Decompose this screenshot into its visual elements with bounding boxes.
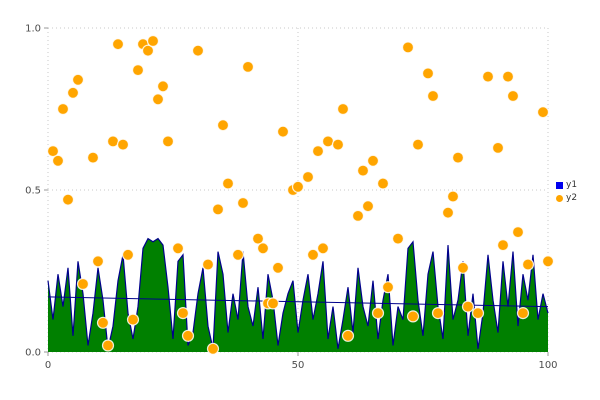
y2-point — [176, 307, 190, 320]
y2-point — [131, 63, 145, 77]
y2-point — [86, 151, 100, 164]
y2-point — [276, 125, 290, 138]
y2-point — [491, 141, 505, 154]
y2-point — [256, 242, 270, 255]
x-tick-label: 50 — [292, 360, 305, 371]
y2-point — [126, 313, 140, 326]
y2-point — [171, 242, 185, 255]
y2-point — [376, 177, 390, 190]
y-tick-label: 0.5 — [25, 186, 41, 197]
y2-point — [421, 67, 435, 80]
y1-line — [47, 237, 549, 349]
legend: y1 y2 — [556, 180, 577, 204]
y2-point — [456, 261, 470, 274]
y2-point — [511, 226, 525, 239]
y2-point — [216, 119, 230, 132]
y2-point — [366, 154, 380, 167]
y2-point — [76, 277, 90, 291]
y2-point — [391, 232, 405, 245]
x-tick-label: 100 — [538, 360, 557, 371]
y2-point — [56, 102, 70, 116]
x-tick-label: 0 — [45, 360, 51, 371]
y2-point — [211, 203, 225, 216]
y2-point — [506, 89, 520, 103]
y2-point — [236, 196, 250, 210]
y2-point — [161, 135, 175, 148]
y2-point — [101, 339, 115, 352]
y2-point — [66, 86, 80, 99]
y2-point — [91, 255, 105, 268]
y2-point — [521, 258, 535, 271]
y-tick-label: 1.0 — [25, 24, 41, 35]
y2-point — [46, 145, 60, 158]
y1-area — [48, 238, 548, 352]
y2-point — [241, 60, 255, 74]
y2-point — [111, 38, 125, 51]
y2-point — [291, 180, 305, 193]
y2-point — [306, 248, 320, 261]
y2-point — [71, 73, 85, 86]
y2-point — [441, 206, 455, 219]
y2-point — [406, 310, 420, 323]
y1-square-marker-icon — [556, 182, 563, 189]
y2-point — [481, 70, 495, 83]
y2-circle-marker-icon — [556, 195, 563, 202]
y2-point — [426, 89, 440, 103]
y2-point — [541, 255, 555, 268]
y2-point — [516, 307, 530, 320]
y2-point — [361, 200, 375, 213]
y2-point — [471, 307, 485, 320]
y2-point — [116, 138, 130, 151]
y2-point — [61, 193, 75, 206]
y2-point — [381, 281, 395, 294]
y2-point — [356, 164, 370, 177]
y2-point — [501, 70, 515, 83]
y2-point — [331, 138, 345, 151]
y2-point — [341, 329, 355, 342]
y2-point — [451, 151, 465, 164]
legend-item-y1: y1 — [556, 180, 577, 191]
y2-point — [301, 170, 315, 184]
y-tick-label: 0.0 — [25, 348, 41, 359]
y2-point — [401, 41, 415, 54]
y1-legend-label: y1 — [566, 180, 578, 190]
y2-point — [251, 232, 265, 245]
y2-point — [311, 145, 325, 158]
legend-item-y2: y2 — [556, 193, 577, 204]
y2-point — [336, 102, 350, 116]
y2-point — [96, 316, 110, 329]
y2-point — [121, 248, 135, 261]
y2-point — [496, 239, 510, 252]
y2-point — [151, 93, 165, 106]
y2-point — [371, 307, 385, 320]
y2-point — [156, 80, 170, 93]
y2-point — [266, 297, 280, 310]
y2-point — [206, 342, 220, 355]
y2-point — [431, 307, 445, 320]
y2-point — [51, 154, 65, 167]
y2-point — [351, 209, 365, 222]
y2-point — [411, 138, 425, 151]
y2-point — [201, 258, 215, 271]
y2-point — [271, 261, 285, 274]
y2-legend-label: y2 — [566, 193, 578, 203]
y2-point — [446, 190, 460, 203]
y2-point — [231, 248, 245, 261]
y2-point — [316, 242, 330, 255]
y2-point — [221, 177, 235, 190]
y2-point — [461, 300, 475, 313]
y2-point — [106, 135, 120, 148]
y2-point — [181, 329, 195, 342]
y2-point — [146, 34, 160, 48]
y2-point — [536, 106, 550, 119]
y2-point — [141, 44, 155, 57]
y2-point — [321, 135, 335, 148]
y2-point — [191, 44, 205, 57]
